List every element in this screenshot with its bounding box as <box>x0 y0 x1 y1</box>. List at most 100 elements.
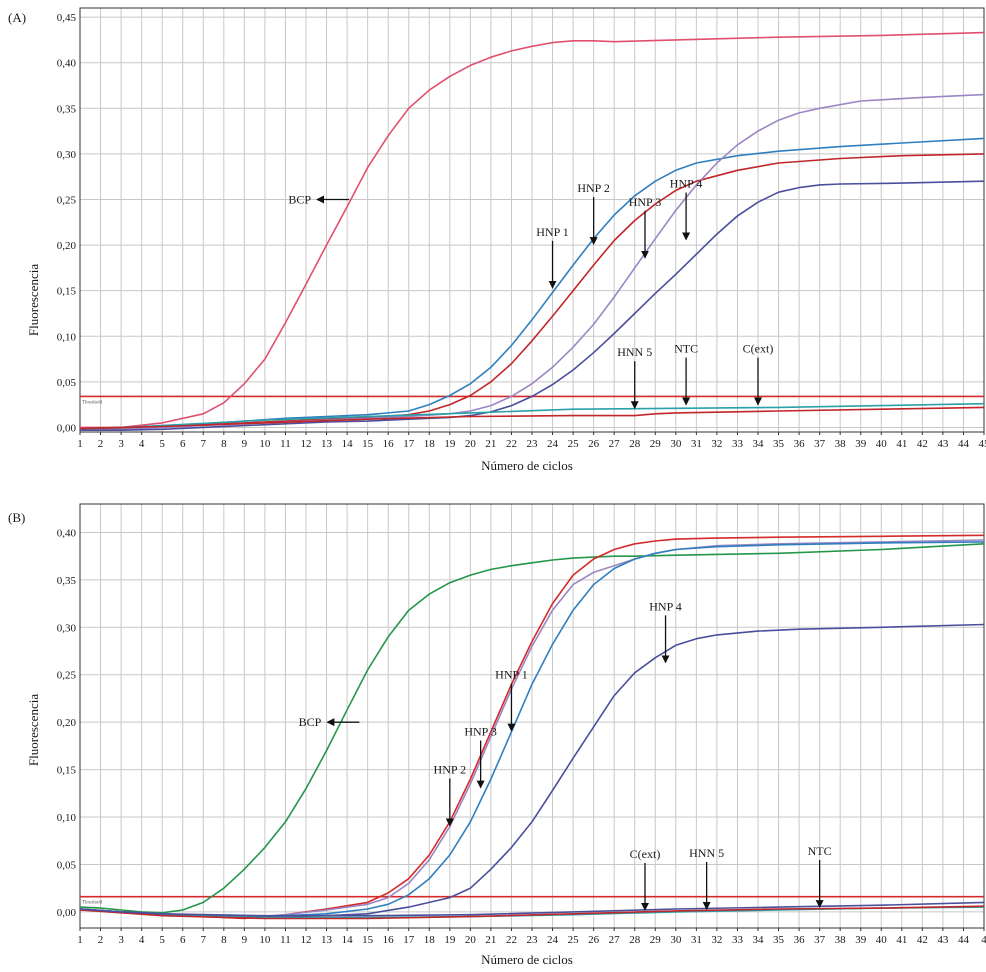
panel-a: (A) Fluorescencia Número de ciclos 0,00 0… <box>8 7 986 473</box>
panel-b-x-tick-label: 29 <box>650 934 662 946</box>
panel-b-x-tick-label: 37 <box>814 934 826 946</box>
panel-a-annotation-label: HNN 5 <box>617 345 652 359</box>
panel-a-x-tick-label: 1 <box>77 438 83 450</box>
panel-b-x-tick-label: 8 <box>221 934 227 946</box>
panel-b-x-tick-label: 10 <box>259 934 271 946</box>
panel-b-x-tick-label: 31 <box>691 934 702 946</box>
panel-b-threshold-label: Threshold <box>82 901 103 906</box>
panel-a-x-tick-label: 33 <box>732 438 744 450</box>
panel-b-label: (B) <box>8 510 25 525</box>
panel-b-annotation-label: HNP 2 <box>434 763 467 777</box>
panel-a-x-tick-label: 25 <box>568 438 580 450</box>
panel-a-y-tick-label: 0,45 <box>57 12 77 24</box>
panel-b: (B) Fluorescencia Número de ciclos 0,00 0… <box>8 503 986 967</box>
panel-a-series-line-1 <box>80 31 985 429</box>
panel-a-annotation-label: HNP 1 <box>536 225 569 239</box>
panel-b-x-tick-label: 3 <box>118 934 124 946</box>
panel-a-x-tick-label: 19 <box>444 438 456 450</box>
panel-b-series-line-5 <box>79 623 985 918</box>
panel-a-x-tick-label: 26 <box>588 438 600 450</box>
panel-b-x-tick-label: 20 <box>465 934 477 946</box>
panel-a-x-tick-label: 36 <box>794 438 806 450</box>
panel-b-x-tick-label: 16 <box>383 934 395 946</box>
panel-b-x-tick-label: 4 <box>139 934 145 946</box>
panel-b-y-tick-label: 0,25 <box>57 670 77 682</box>
panel-b-annotation-label: HNN 5 <box>689 846 724 860</box>
panel-a-y-tick-label: 0,05 <box>57 377 77 389</box>
panel-a-x-tick-label: 31 <box>691 438 702 450</box>
panel-a-x-tick-label: 17 <box>403 438 415 450</box>
panel-a-y-tick-label: 0,00 <box>57 422 77 434</box>
panel-a-x-tick-label: 35 <box>773 438 785 450</box>
panel-b-y-axis-title: Fluorescencia <box>26 694 41 766</box>
panel-b-x-tick-label: 35 <box>773 934 785 946</box>
panel-a-x-tick-label: 40 <box>876 438 888 450</box>
panel-a-y-tick-label: 0,25 <box>57 194 77 206</box>
panel-b-series-line-8 <box>79 901 985 917</box>
panel-a-x-tick-label: 29 <box>650 438 662 450</box>
panel-b-x-tick-label: 40 <box>876 934 888 946</box>
panel-b-x-tick-label: 19 <box>444 934 456 946</box>
panel-b-y-tick-label: 0,05 <box>57 859 77 871</box>
panel-a-x-axis-title: Número de ciclos <box>481 458 573 473</box>
panel-b-y-tick-label: 0,20 <box>57 717 77 729</box>
panel-a-series-line-7 <box>79 406 985 430</box>
panel-a-x-tick-label: 43 <box>937 438 949 450</box>
panel-a-x-tick-label: 20 <box>465 438 477 450</box>
panel-b-x-tick-label: 44 <box>958 934 970 946</box>
panel-b-annotation-label: HNP 4 <box>649 599 682 613</box>
panel-b-x-tick-label: 21 <box>485 934 496 946</box>
panel-a-x-tick-label: 15 <box>362 438 374 450</box>
panel-b-x-tick-label: 34 <box>753 934 765 946</box>
panel-b-annotation-label: C(ext) <box>630 847 661 861</box>
panel-a-x-tick-label: 32 <box>711 438 722 450</box>
panel-a-series-line-3 <box>79 153 985 431</box>
panel-a-x-tick-label: 8 <box>221 438 227 450</box>
panel-b-x-tick-label: 23 <box>527 934 539 946</box>
panel-b-x-tick-label: 5 <box>159 934 165 946</box>
panel-b-series-line-1 <box>79 543 985 914</box>
panel-b-series-line-7 <box>79 905 985 920</box>
panel-a-x-tick-label: 24 <box>547 438 559 450</box>
panel-b-x-tick-label: 14 <box>342 934 354 946</box>
panel-a-x-tick-label: 13 <box>321 438 333 450</box>
panel-a-x-tick-label: 39 <box>855 438 867 450</box>
panel-a-x-tick-label: 18 <box>424 438 436 450</box>
panel-a-y-tick-label: 0,35 <box>57 103 77 115</box>
panel-b-y-tick-label: 0,35 <box>57 575 77 587</box>
panel-a-label: (A) <box>8 10 26 25</box>
panel-a-series-line-5 <box>80 180 985 431</box>
panel-a-x-tick-label: 27 <box>609 438 621 450</box>
panel-b-x-tick-label: 11 <box>280 934 291 946</box>
panel-a-x-tick-label: 4 <box>139 438 145 450</box>
panel-a-y-tick-label: 0,15 <box>57 286 77 298</box>
panel-b-x-tick-label: 13 <box>321 934 333 946</box>
panel-a-y-tick-label: 0,40 <box>57 58 77 70</box>
panel-b-x-axis-title: Número de ciclos <box>481 952 573 967</box>
panel-a-threshold-label: Threshold <box>82 400 103 405</box>
panel-b-x-tick-label: 39 <box>855 934 867 946</box>
panel-a-y-tick-label: 0,20 <box>57 240 77 252</box>
panel-b-y-tick-label: 0,00 <box>57 907 77 919</box>
panel-b-x-tick-label: 41 <box>896 934 907 946</box>
panel-a-x-tick-label: 5 <box>159 438 165 450</box>
panel-b-annotation-label: HNP 3 <box>464 725 497 739</box>
panel-b-y-tick-label: 0,10 <box>57 812 77 824</box>
panel-a-x-tick-label: 2 <box>98 438 104 450</box>
panel-b-x-tick-label: 4 <box>981 934 986 946</box>
panel-a-annotation-label: BCP <box>288 192 311 206</box>
panel-a-y-axis-title: Fluorescencia <box>26 264 41 336</box>
panel-a-x-tick-label: 7 <box>201 438 207 450</box>
panel-a-x-tick-label: 9 <box>242 438 248 450</box>
panel-a-x-tick-label: 12 <box>301 438 312 450</box>
panel-a-x-tick-label: 23 <box>527 438 539 450</box>
panel-a-x-tick-label: 10 <box>259 438 271 450</box>
panel-b-x-tick-label: 17 <box>403 934 415 946</box>
panel-a-x-tick-label: 41 <box>896 438 907 450</box>
panel-a-x-tick-label: 38 <box>835 438 847 450</box>
panel-b-x-tick-label: 32 <box>711 934 722 946</box>
panel-a-x-tick-label: 45 <box>979 438 986 450</box>
panel-b-x-tick-label: 1 <box>77 934 83 946</box>
panel-a-plot-frame <box>79 7 985 433</box>
